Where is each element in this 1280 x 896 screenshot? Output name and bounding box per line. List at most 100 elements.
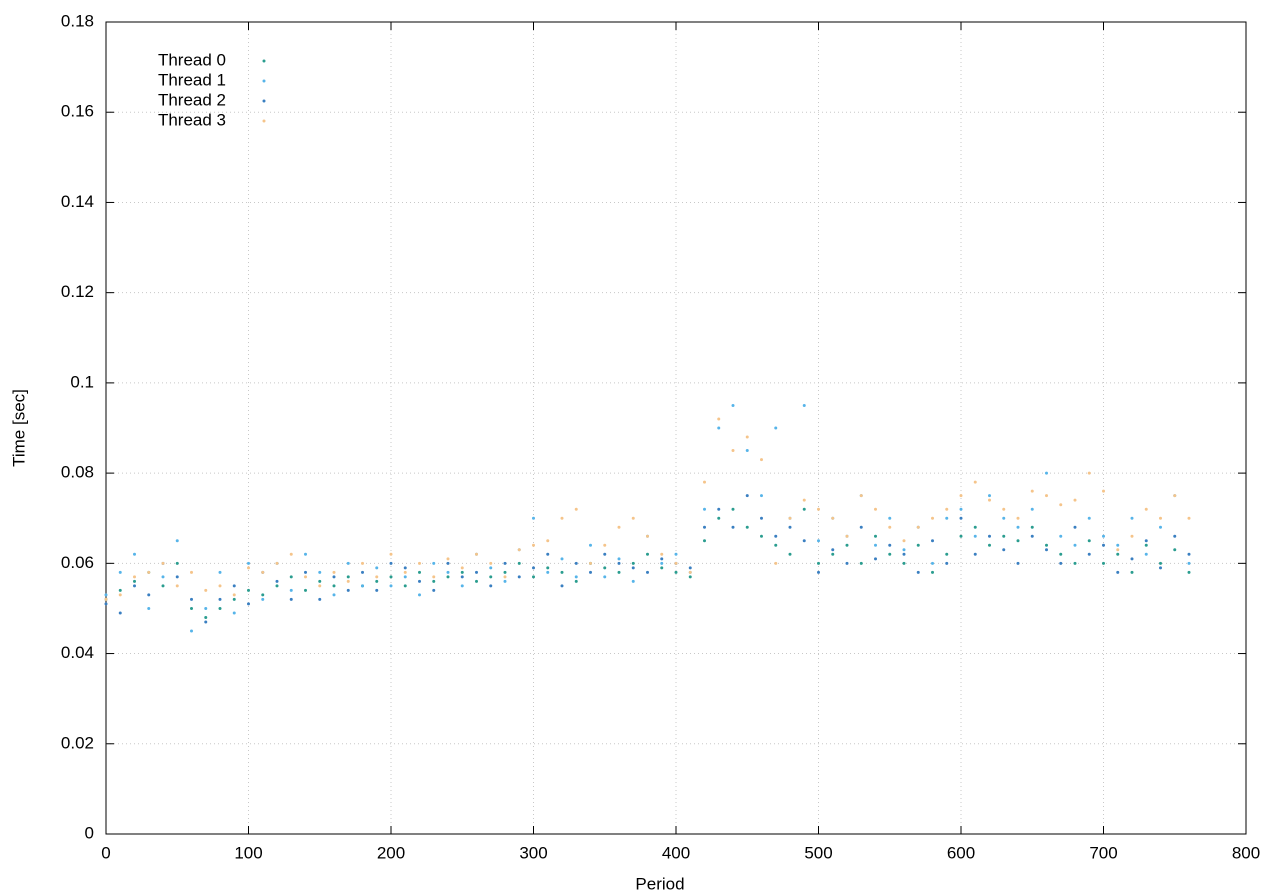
point	[774, 561, 778, 565]
y-tick-label: 0.1	[70, 372, 94, 391]
point	[375, 588, 379, 592]
point	[489, 584, 493, 588]
point	[403, 584, 407, 588]
point	[589, 561, 592, 565]
point	[560, 570, 564, 574]
plot-border	[105, 21, 1247, 835]
point	[489, 566, 493, 570]
point	[304, 552, 307, 556]
point	[446, 561, 450, 565]
point	[318, 584, 322, 588]
point	[931, 516, 934, 520]
y-axis-label: Time [sec]	[9, 389, 28, 467]
point	[1045, 471, 1048, 475]
point	[1159, 561, 1162, 565]
point	[1130, 557, 1134, 561]
point	[1130, 516, 1134, 520]
point	[1130, 534, 1134, 538]
point	[318, 579, 322, 583]
legend-marker	[262, 99, 266, 103]
point	[403, 575, 407, 579]
point	[418, 561, 421, 565]
point	[147, 606, 151, 610]
point	[1102, 489, 1105, 493]
point	[261, 597, 265, 601]
point	[247, 588, 250, 592]
point	[1173, 534, 1177, 538]
x-tick-label: 200	[377, 843, 405, 862]
point	[845, 543, 849, 547]
point	[603, 566, 607, 570]
point	[973, 480, 977, 484]
point	[859, 561, 863, 565]
point	[175, 539, 179, 543]
point	[232, 597, 236, 601]
point	[745, 494, 749, 498]
point	[988, 543, 991, 547]
point	[703, 539, 706, 543]
point	[874, 534, 877, 538]
point	[1073, 498, 1077, 502]
point	[503, 575, 507, 579]
point	[1030, 507, 1034, 511]
point	[688, 570, 692, 574]
point	[916, 543, 920, 547]
point	[403, 570, 407, 574]
y-tick-label: 0.02	[61, 733, 94, 752]
point	[731, 449, 735, 453]
point	[218, 570, 222, 574]
point	[346, 561, 350, 565]
point	[418, 570, 421, 574]
point	[1002, 548, 1006, 552]
point	[361, 570, 364, 574]
point	[546, 539, 550, 543]
point	[774, 534, 778, 538]
point	[275, 584, 279, 588]
point	[104, 593, 108, 597]
point	[788, 525, 792, 529]
point	[432, 579, 436, 583]
point	[945, 561, 949, 565]
point	[959, 534, 963, 538]
point	[888, 543, 892, 547]
point	[703, 507, 706, 511]
point	[546, 566, 550, 570]
point	[1030, 534, 1034, 538]
y-tick-label: 0.04	[61, 643, 94, 662]
point	[503, 579, 507, 583]
point	[589, 570, 592, 574]
point	[1030, 489, 1034, 493]
point	[988, 534, 991, 538]
point	[674, 552, 678, 556]
point	[802, 498, 806, 502]
point	[1059, 561, 1063, 565]
point	[1187, 570, 1191, 574]
point	[204, 620, 208, 624]
point	[1116, 570, 1120, 574]
point	[788, 516, 792, 520]
point	[945, 516, 949, 520]
point	[1144, 507, 1148, 511]
point	[703, 525, 706, 529]
point	[475, 570, 478, 574]
point	[631, 561, 635, 565]
point	[517, 575, 521, 579]
point	[1045, 494, 1048, 498]
point	[289, 597, 293, 601]
point	[859, 494, 863, 498]
point	[631, 579, 635, 583]
point	[931, 561, 934, 565]
point	[389, 575, 393, 579]
point	[1073, 525, 1077, 529]
point	[574, 507, 578, 511]
point	[959, 516, 963, 520]
point	[346, 588, 350, 592]
point	[118, 570, 122, 574]
point	[1002, 534, 1006, 538]
point	[1173, 548, 1177, 552]
point	[688, 575, 692, 579]
point	[304, 575, 307, 579]
point	[988, 498, 991, 502]
point	[1016, 561, 1020, 565]
